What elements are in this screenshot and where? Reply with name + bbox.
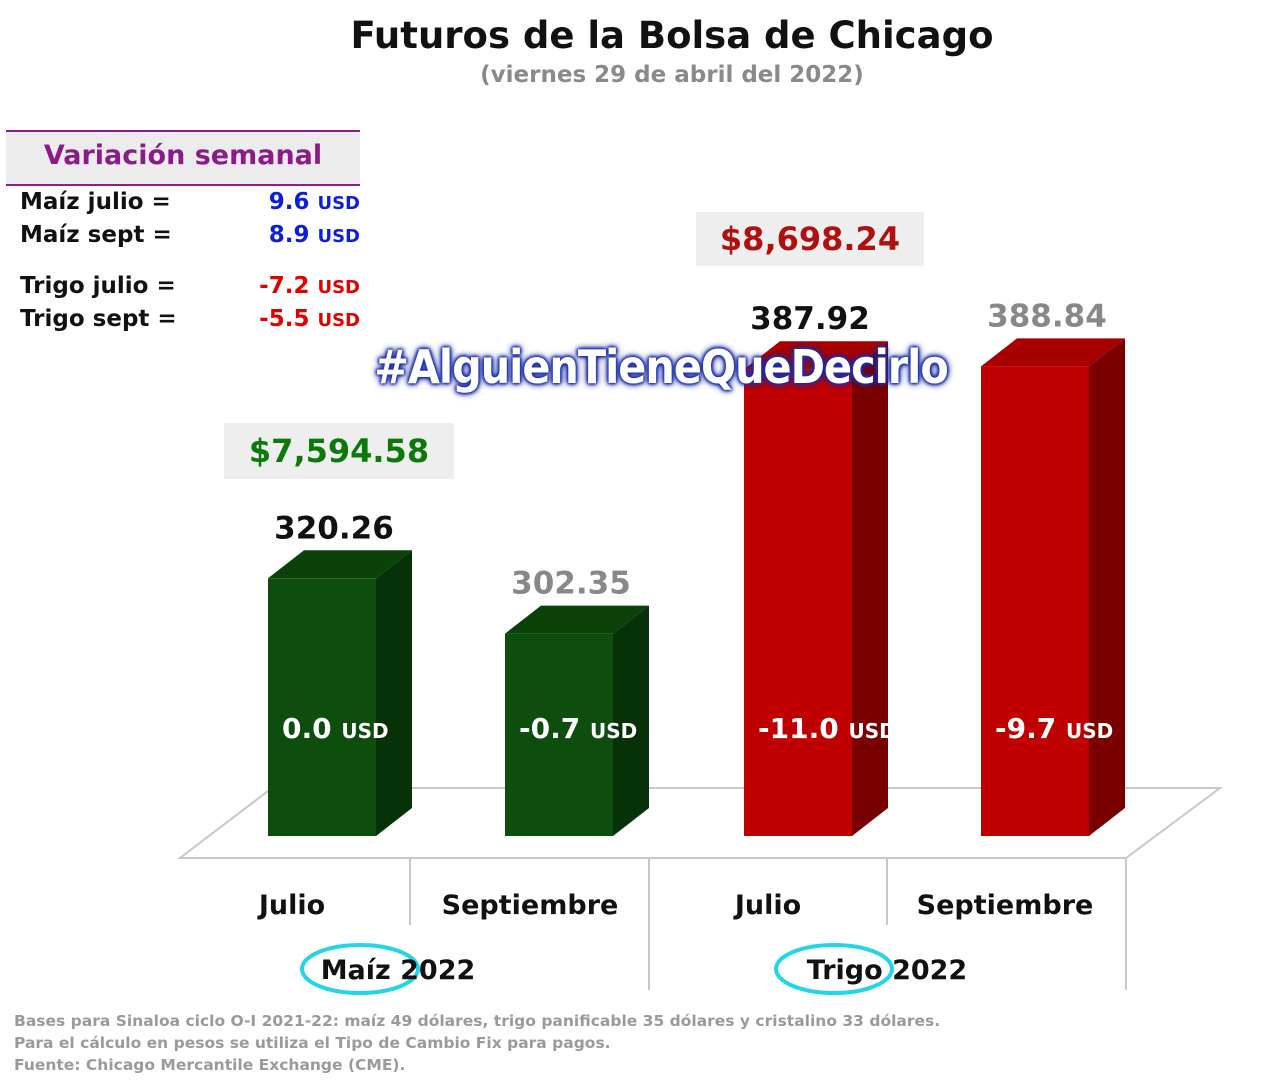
variation-row-maiz-sept: Maíz sept = 8.9 USD: [20, 222, 360, 252]
bar-top-face: [505, 605, 649, 634]
category-label: Septiembre: [442, 890, 619, 921]
bar-change-unit: USD: [341, 719, 388, 743]
chart-title: Futuros de la Bolsa de Chicago: [350, 14, 994, 57]
group-label: Trigo 2022: [807, 955, 967, 986]
bar-change-unit: USD: [590, 719, 637, 743]
bar-front-face: [744, 369, 852, 836]
footer-line: Fuente: Chicago Mercantile Exchange (CME…: [14, 1056, 406, 1074]
variation-value: 9.6 USD: [268, 189, 360, 215]
bar-value-label: 320.26: [274, 510, 394, 546]
chart-floor: [177, 787, 1224, 990]
category-label: Julio: [733, 890, 801, 921]
bar-front-face: [505, 633, 613, 836]
bar-1: [268, 550, 412, 836]
bar-front-face: [268, 578, 376, 836]
bar-4: [981, 338, 1125, 836]
weekly-variation-title: Variación semanal: [43, 140, 323, 171]
bar-3: [744, 341, 888, 836]
variation-row-trigo-julio: Trigo julio = -7.2 USD: [20, 273, 360, 303]
variation-label: Trigo sept =: [20, 306, 177, 332]
bar-top-face: [268, 550, 412, 579]
variation-label: Maíz julio =: [20, 189, 171, 215]
chart-subtitle: (viernes 29 de abril del 2022): [480, 62, 864, 88]
bar-side-face: [613, 605, 649, 836]
group-highlight-circle: [774, 943, 894, 995]
bar-side-face: [376, 550, 412, 836]
bar-value-label: 302.35: [511, 566, 631, 602]
variation-label: Trigo julio =: [20, 273, 176, 299]
category-label: Septiembre: [917, 890, 1094, 921]
bar-top-face: [981, 338, 1125, 367]
bar-value-label: 387.92: [750, 301, 870, 337]
variation-value: -7.2 USD: [259, 273, 360, 299]
bars-layer: [268, 338, 1125, 836]
hashtag-watermark: #AlguienTieneQueDecirlo: [374, 340, 949, 394]
footer-notes: Bases para Sinaloa ciclo O-I 2021-22: ma…: [14, 1010, 940, 1076]
group-highlight-circle: [300, 943, 420, 995]
footer-line: Bases para Sinaloa ciclo O-I 2021-22: ma…: [14, 1012, 941, 1030]
weekly-variation-box: [6, 130, 360, 186]
variation-row-trigo-sept: Trigo sept = -5.5 USD: [20, 306, 360, 336]
bar-side-face: [1089, 338, 1125, 836]
bar-side-face: [852, 341, 888, 836]
bar-value-label: 388.84: [987, 298, 1107, 334]
variation-label: Maíz sept =: [20, 222, 172, 248]
trigo-peso-price: $8,698.24: [696, 212, 924, 266]
bar-top-face: [744, 341, 888, 370]
variation-row-maiz-julio: Maíz julio = 9.6 USD: [20, 189, 360, 219]
bar-2: [505, 605, 649, 836]
category-label: Julio: [257, 890, 325, 921]
footer-line: Para el cálculo en pesos se utiliza el T…: [14, 1034, 611, 1052]
bar-front-face: [981, 366, 1089, 836]
maiz-peso-price: $7,594.58: [224, 423, 454, 479]
variation-value: -5.5 USD: [259, 306, 360, 332]
group-label: Maíz 2022: [321, 955, 476, 986]
bar-change-unit: USD: [1066, 719, 1113, 743]
bar-change-unit: USD: [848, 719, 895, 743]
variation-value: 8.9 USD: [268, 222, 360, 248]
